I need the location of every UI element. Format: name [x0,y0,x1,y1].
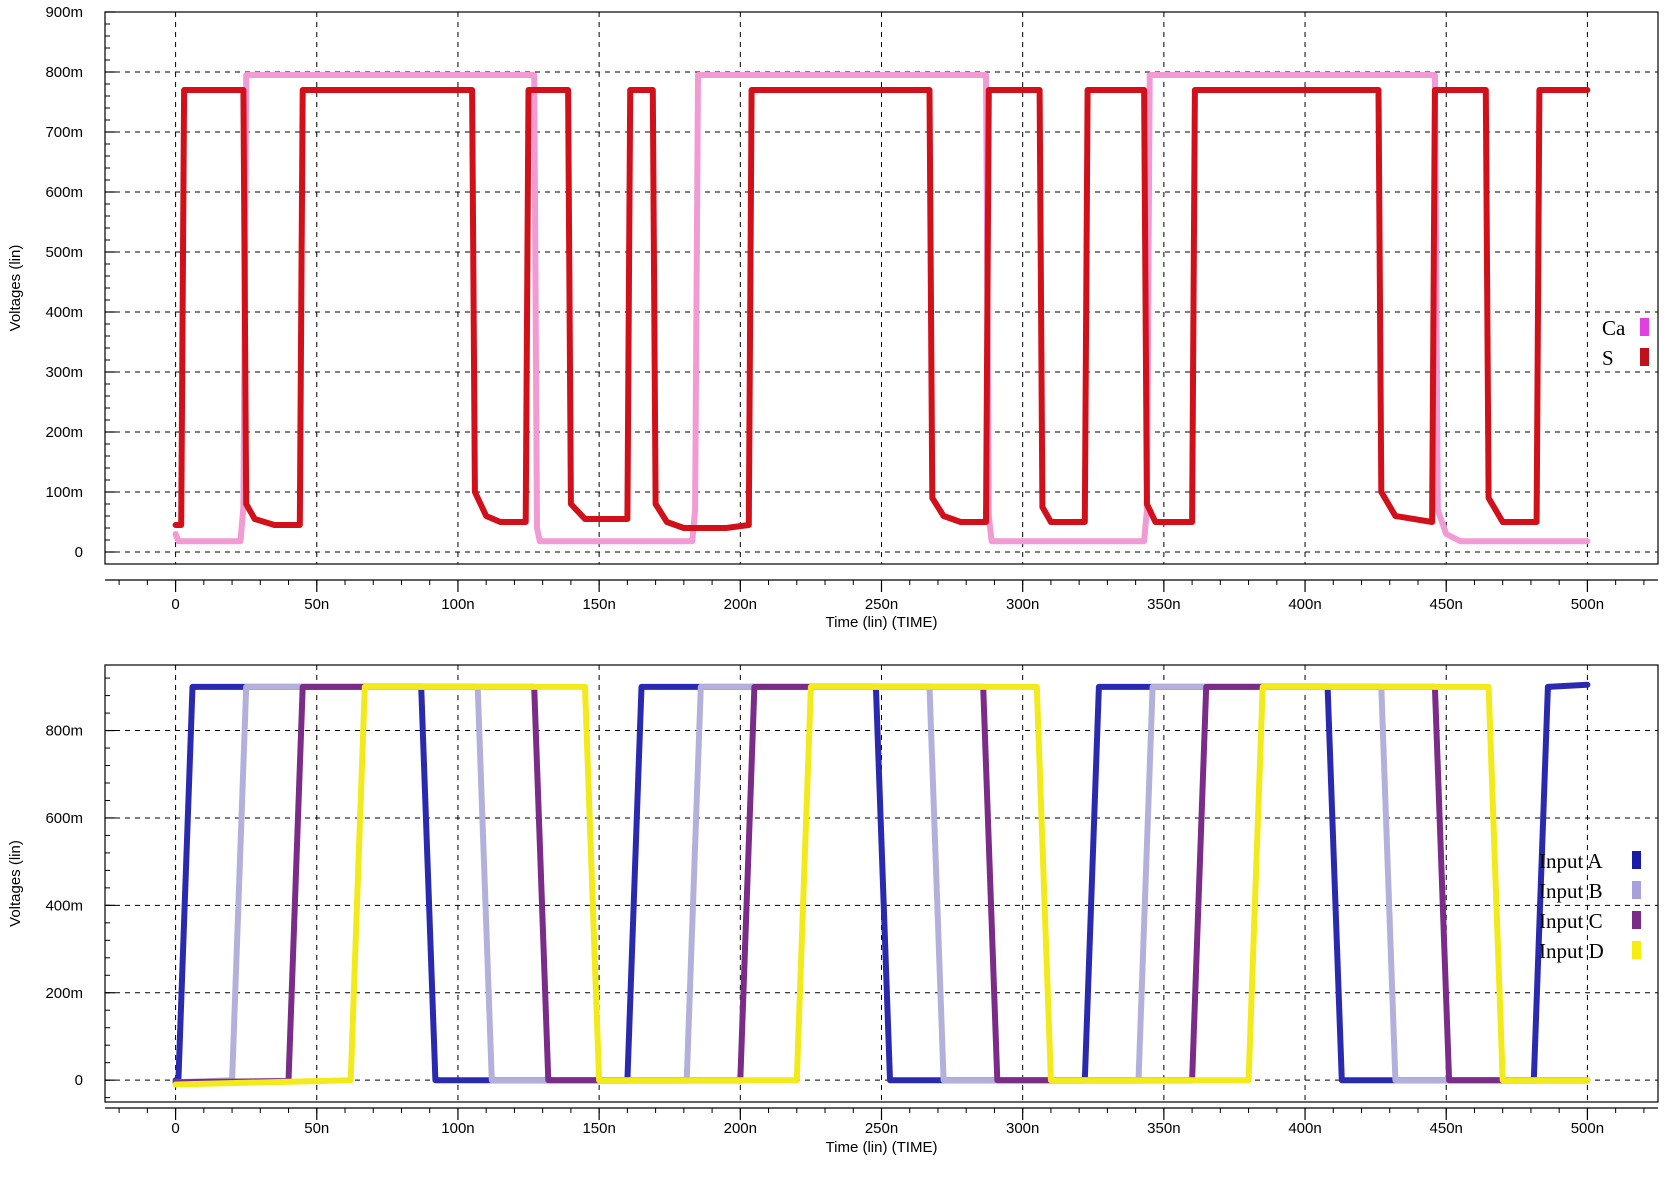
legend-swatch [1632,941,1641,959]
x-tick-label: 0 [171,596,179,613]
x-tick-label: 100n [441,596,474,613]
x-tick-label: 150n [582,596,615,613]
x-tick-label: 300n [1006,596,1039,613]
legend-label: Input B [1539,879,1603,903]
legend-label: Ca [1602,316,1626,340]
x-tick-label: 400n [1288,596,1321,613]
x-tick-label: 200n [724,596,757,613]
y-tick-label: 0 [75,544,83,561]
x-tick-label: 500n [1571,596,1604,613]
legend-label: Input A [1539,849,1603,873]
legend-swatch [1640,318,1649,336]
x-tick-label: 200n [724,1120,757,1137]
y-tick-label: 100m [45,484,83,501]
x-tick-label: 350n [1147,1120,1180,1137]
y-tick-label: 200m [45,424,83,441]
x-tick-label: 250n [865,596,898,613]
legend-swatch [1640,348,1649,366]
y-tick-label: 600m [45,810,83,827]
y-tick-label: 700m [45,124,83,141]
y-tick-label: 900m [45,4,83,21]
y-axis-title: Voltages (lin) [7,245,24,332]
y-tick-label: 300m [45,364,83,381]
x-tick-label: 100n [441,1120,474,1137]
x-tick-label: 300n [1006,1120,1039,1137]
series-line-input-d [172,683,1591,1088]
y-axis-title: Voltages (lin) [7,840,24,927]
x-tick-label: 450n [1430,596,1463,613]
x-tick-label: 400n [1288,1120,1321,1137]
x-tick-label: 0 [171,1120,179,1137]
y-tick-label: 800m [45,64,83,81]
legend-label: Input D [1539,939,1604,963]
legend-label: Input C [1539,909,1603,933]
y-tick-label: 800m [45,723,83,740]
x-tick-label: 500n [1571,1120,1604,1137]
legend-swatch [1632,911,1641,929]
x-axis-title: Time (lin) (TIME) [826,614,938,631]
x-tick-label: 250n [865,1120,898,1137]
legend-swatch [1632,881,1641,899]
top-panel-ca-s: 0 100m 200m 300m 400m 500m 600m 700m 800m 900m 0 50… [7,4,1659,631]
legend-swatch [1632,851,1641,869]
y-tick-label: 600m [45,184,83,201]
series-line-s [172,87,1591,531]
y-tick-label: 0 [75,1072,83,1089]
y-tick-label: 400m [45,304,83,321]
y-tick-label: 500m [45,244,83,261]
x-tick-label: 150n [582,1120,615,1137]
x-tick-label: 50n [304,1120,329,1137]
x-tick-label: 350n [1147,596,1180,613]
legend-label: S [1602,346,1614,370]
y-tick-label: 200m [45,985,83,1002]
x-tick-label: 450n [1430,1120,1463,1137]
bottom-panel-inputs: 0 200m 400m 600m 800m 0 50n 100n 150n 200n 250n 300… [7,664,1659,1156]
y-tick-label: 400m [45,897,83,914]
x-tick-label: 50n [304,596,329,613]
x-axis-title: Time (lin) (TIME) [826,1139,938,1156]
